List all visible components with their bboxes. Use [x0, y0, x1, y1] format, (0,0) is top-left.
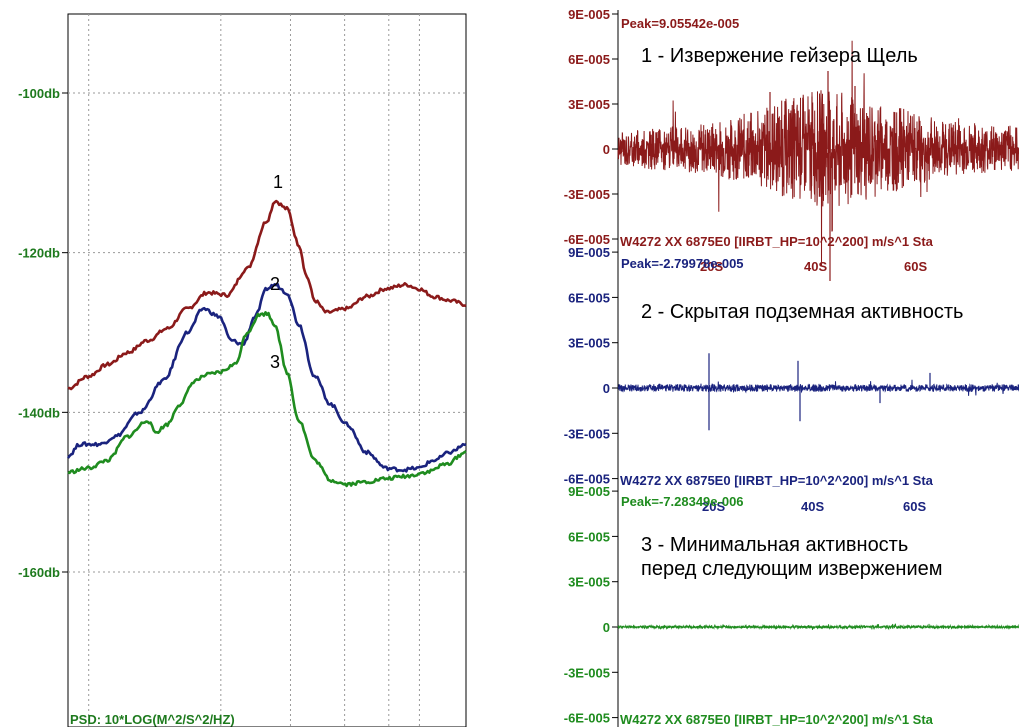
- wave-y-tick-label: 0: [603, 381, 610, 396]
- wave-y-tick-label: 3E-005: [568, 336, 610, 351]
- wave-1-title: 1 - Извержение гейзера Щель: [641, 45, 918, 67]
- psd-y-tick-label: -140db: [18, 405, 60, 420]
- psd-units-label: PSD: 10*LOG(M^2/S^2/HZ): [70, 712, 235, 727]
- wave-panel-3-labels: Peak=-7.28349e-006 3 - Минимальная актив…: [620, 494, 943, 727]
- wave-2-x-tick-60s: 60S: [903, 499, 926, 514]
- wave-y-tick-label: 6E-005: [568, 290, 610, 305]
- waveform-panels: 9E-0056E-0053E-0050-3E-005-6E-0059E-0056…: [564, 7, 1019, 727]
- psd-chart: -100db -120db -140db -160db 1 2 3 PSD: 10*L…: [18, 13, 467, 727]
- wave-panel-3: 9E-005 6E-005 3E-005 0 -3E-005 -6E-005: [564, 484, 1019, 726]
- wave-y-tick-label: -6E-005: [564, 472, 610, 487]
- wave-y-tick-label: 0: [603, 620, 610, 635]
- psd-y-tick-label: -100db: [18, 86, 60, 101]
- psd-curves: [66, 199, 467, 488]
- psd-curve-1: [67, 199, 467, 391]
- wave-1-peak-label: Peak=9.05542e-005: [621, 16, 739, 31]
- wave-y-tick-label: -6E-005: [564, 232, 610, 247]
- waveform-trace-2: [617, 379, 1019, 396]
- wave-1-x-tick-60s: 60S: [904, 259, 927, 274]
- psd-curve-2: [66, 282, 467, 473]
- wave-y-tick-label: -3E-005: [564, 426, 610, 441]
- wave-y-tick-label: 6E-005: [568, 52, 610, 67]
- wave-y-tick-label: 9E-005: [568, 245, 610, 260]
- wave-panel-1-labels: Peak=9.05542e-005 1 - Извержение гейзера…: [620, 16, 934, 274]
- waveform-trace-3: [617, 623, 1019, 631]
- wave-1-x-tick-40s: 40S: [804, 259, 827, 274]
- wave-3-title-line-2: перед следующим извержением: [641, 558, 943, 580]
- wave-1-x-tick-20s: 20S: [700, 259, 723, 274]
- wave-1-footer-label: W4272 XX 6875E0 [IIRBT_HP=10^2^200] m/s^…: [620, 234, 934, 249]
- psd-y-axis-ticks: -100db -120db -140db -160db: [18, 86, 68, 580]
- wave-y-tick-label: 3E-005: [568, 575, 610, 590]
- wave-2-peak-label: Peak=-2.79978e-005: [621, 256, 744, 271]
- wave-y-tick-label: 9E-005: [568, 484, 610, 499]
- curve-number-3: 3: [270, 352, 280, 372]
- curve-number-2: 2: [270, 274, 280, 294]
- wave-2-x-tick-20s: 20S: [702, 499, 725, 514]
- psd-vertical-grid: [88, 14, 420, 727]
- waveform-trace-1: [617, 40, 1019, 266]
- wave-2-footer-label: W4272 XX 6875E0 [IIRBT_HP=10^2^200] m/s^…: [620, 473, 934, 488]
- wave-3-peak-label: Peak=-7.28349e-006: [621, 494, 744, 509]
- psd-y-tick-label: -160db: [18, 565, 60, 580]
- curve-number-1: 1: [273, 172, 283, 192]
- wave-y-tick-label: 0: [603, 142, 610, 157]
- wave-3-title-line-1: 3 - Минимальная активность: [641, 534, 908, 556]
- wave-y-tick-label: -6E-005: [564, 711, 610, 726]
- psd-curve-3: [67, 310, 467, 488]
- wave-2-title: 2 - Скрытая подземная активность: [641, 301, 963, 323]
- wave-y-tick-label: 9E-005: [568, 7, 610, 22]
- psd-plot-frame: [67, 13, 467, 727]
- wave-y-tick-label: -3E-005: [564, 665, 610, 680]
- wave-panel-1: 9E-005 6E-005 3E-005 0 -3E-005 -6E-005: [564, 7, 1019, 281]
- wave-y-tick-label: 6E-005: [568, 529, 610, 544]
- wave-y-tick-label: -3E-005: [564, 187, 610, 202]
- wave-panel-2-labels: Peak=-2.79978e-005 2 - Скрытая подземная…: [620, 256, 963, 514]
- wave-2-x-tick-40s: 40S: [801, 499, 824, 514]
- psd-y-tick-label: -120db: [18, 246, 60, 261]
- wave-panel-2: 9E-005 6E-005 3E-005 0 -3E-005 -6E-005: [564, 245, 1019, 487]
- wave-y-tick-label: 3E-005: [568, 97, 610, 112]
- wave-3-footer-label: W4272 XX 6875E0 [IIRBT_HP=10^2^200] m/s^…: [620, 712, 934, 727]
